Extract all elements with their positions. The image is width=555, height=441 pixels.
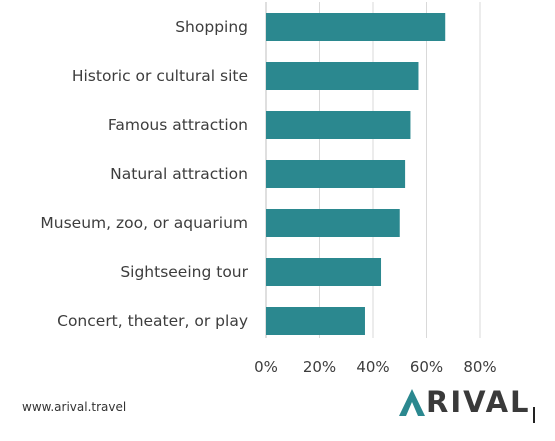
bar — [266, 307, 365, 335]
x-tick-label: 60% — [410, 358, 443, 376]
category-label: Museum, zoo, or aquarium — [40, 214, 248, 232]
bar — [266, 62, 419, 90]
category-label: Famous attraction — [108, 116, 248, 134]
logo-a-icon — [399, 389, 425, 416]
bar-chart: Shopping Historic or cultural site Famous … — [40, 2, 497, 376]
category-label: Concert, theater, or play — [57, 312, 248, 330]
bar — [266, 258, 382, 286]
x-tick-label: 20% — [303, 358, 336, 376]
x-tick-label: 40% — [356, 358, 389, 376]
category-label: Shopping — [175, 18, 248, 36]
category-label: Historic or cultural site — [72, 67, 248, 85]
bar — [266, 160, 406, 188]
x-tick-label: 0% — [254, 358, 278, 376]
category-labels: Shopping Historic or cultural site Famous … — [40, 18, 248, 330]
footer-url: www.arival.travel — [22, 400, 127, 414]
bar — [266, 209, 400, 237]
category-label: Sightseeing tour — [120, 263, 248, 281]
bar — [266, 13, 446, 41]
arival-logo: RIVAL — [398, 386, 531, 418]
x-tick-label: 80% — [463, 358, 496, 376]
bar — [266, 111, 411, 139]
bars — [266, 13, 446, 335]
text-cursor — [533, 407, 535, 423]
category-label: Natural attraction — [110, 165, 248, 183]
logo-text: RIVAL — [426, 385, 531, 419]
x-tick-labels: 0% 20% 40% 60% 80% — [254, 358, 497, 376]
